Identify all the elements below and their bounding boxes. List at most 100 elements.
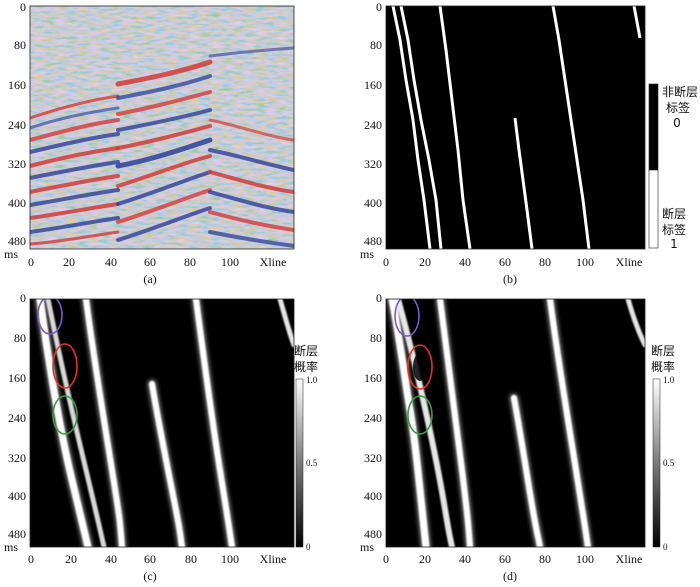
y-tick-label: 240 — [8, 411, 26, 425]
colorbar-tick: 0 — [663, 542, 668, 552]
red-ellipse — [52, 343, 78, 389]
panel-caption-d: (d) — [503, 569, 517, 583]
x-tick-label: 60 — [499, 255, 511, 269]
probability-colorbar-c: 断层 概率 1.0 0.5 0 — [294, 343, 318, 552]
y-axis-c: 0 80 160 240 320 400 480 ms — [4, 291, 26, 554]
y-unit-label: ms — [4, 540, 18, 554]
panel-caption-a: (a) — [143, 272, 156, 286]
y-tick-label: 480 — [364, 527, 382, 541]
colorbar-top-value: 0 — [673, 116, 681, 130]
y-tick-label: 80 — [14, 38, 26, 52]
y-tick-label: 320 — [8, 157, 26, 171]
x-tick-label: 40 — [459, 255, 471, 269]
seismic-section-image — [30, 6, 294, 249]
x-tick-label: 100 — [221, 552, 239, 566]
y-tick-label: 320 — [364, 451, 382, 465]
x-tick-label: 40 — [459, 552, 471, 566]
colorbar-white-segment — [648, 169, 659, 249]
x-tick-label: 40 — [105, 552, 117, 566]
colorbar-tick: 1.0 — [306, 375, 318, 385]
y-tick-label: 240 — [364, 118, 382, 132]
panel-caption-b: (b) — [503, 272, 517, 286]
y-unit-label: ms — [360, 247, 374, 261]
y-tick-label: 80 — [370, 331, 382, 345]
panel-a: 0 80 160 240 320 400 480 ms 0 20 40 60 8… — [4, 0, 295, 286]
panel-b: 0 80 160 240 320 400 480 ms 0 20 40 60 8… — [360, 0, 698, 286]
x-tick-label: 40 — [105, 255, 117, 269]
x-axis-b: 0 20 40 60 80 100 Xline — [383, 255, 642, 269]
x-axis-d: 0 20 40 60 80 100 Xline — [383, 552, 642, 566]
panel-caption-c: (c) — [143, 569, 156, 583]
x-tick-label: 80 — [539, 255, 551, 269]
y-tick-label: 480 — [364, 234, 382, 248]
x-tick-label: 20 — [419, 552, 431, 566]
purple-ellipse — [37, 299, 63, 335]
colorbar-title: 断层 — [294, 343, 318, 358]
x-tick-label: 80 — [539, 552, 551, 566]
y-tick-label: 80 — [370, 38, 382, 52]
y-tick-label: 480 — [8, 234, 26, 248]
y-tick-label: 400 — [8, 489, 26, 503]
y-tick-label: 400 — [8, 196, 26, 210]
y-tick-label: 160 — [364, 371, 382, 385]
probability-colorbar-d: 断层 概率 1.0 0.5 0 — [651, 343, 675, 552]
y-tick-label: 0 — [20, 291, 26, 305]
colorbar-top-label: 非断层 — [662, 84, 698, 99]
x-axis-name: Xline — [260, 255, 287, 269]
highlight-ellipses-d — [394, 299, 433, 435]
colorbar-black-segment — [648, 83, 659, 171]
colorbar-top-label: 标签 — [666, 100, 690, 115]
fault-label-image — [386, 6, 645, 249]
x-tick-label: 60 — [144, 255, 156, 269]
y-unit-label: ms — [4, 247, 18, 261]
x-axis-name: Xline — [260, 552, 287, 566]
y-tick-label: 0 — [376, 0, 382, 14]
colorbar-title: 概率 — [294, 359, 318, 374]
y-tick-label: 160 — [8, 78, 26, 92]
y-tick-label: 240 — [364, 411, 382, 425]
colorbar-bottom-label: 标签 — [662, 222, 686, 237]
x-tick-label: 80 — [185, 552, 197, 566]
colorbar-title: 断层 — [651, 343, 675, 358]
highlight-ellipses-c — [37, 299, 78, 435]
label-colorbar: 非断层 标签 0 断层 标签 1 — [648, 83, 698, 251]
green-ellipse — [52, 395, 78, 435]
x-axis-c: 0 20 40 60 80 100 Xline — [28, 552, 286, 566]
y-axis-d: 0 80 160 240 320 400 480 ms — [360, 291, 382, 554]
probability-image-c — [30, 299, 294, 547]
colorbar-bottom-label: 断层 — [662, 206, 686, 221]
y-unit-label: ms — [360, 540, 374, 554]
y-axis-b: 0 80 160 240 320 400 480 ms — [360, 0, 382, 261]
x-tick-label: 100 — [576, 255, 594, 269]
y-tick-label: 400 — [364, 489, 382, 503]
x-tick-label: 100 — [221, 255, 239, 269]
x-tick-label: 20 — [419, 255, 431, 269]
x-tick-label: 60 — [144, 552, 156, 566]
x-tick-label: 0 — [28, 255, 34, 269]
y-tick-label: 160 — [8, 371, 26, 385]
x-axis-a: 0 20 40 60 80 100 Xline — [28, 255, 286, 269]
y-tick-label: 240 — [8, 118, 26, 132]
y-tick-label: 480 — [8, 527, 26, 541]
x-tick-label: 20 — [63, 255, 75, 269]
colorbar-title: 概率 — [651, 359, 675, 374]
x-tick-label: 20 — [65, 552, 77, 566]
colorbar-tick: 0.5 — [663, 458, 675, 468]
x-tick-label: 60 — [499, 552, 511, 566]
y-tick-label: 320 — [364, 157, 382, 171]
panel-d: 0 80 160 240 320 400 480 ms 0 20 40 60 8… — [360, 291, 675, 583]
y-tick-label: 80 — [14, 331, 26, 345]
x-tick-label: 0 — [28, 552, 34, 566]
colorbar-bottom-value: 1 — [670, 237, 678, 251]
green-ellipse — [407, 395, 433, 435]
y-tick-label: 400 — [364, 196, 382, 210]
x-tick-label: 100 — [576, 552, 594, 566]
x-axis-name: Xline — [616, 255, 643, 269]
x-tick-label: 0 — [383, 552, 389, 566]
colorbar-tick: 0.5 — [306, 458, 318, 468]
x-tick-label: 80 — [184, 255, 196, 269]
y-tick-label: 0 — [20, 0, 26, 14]
x-axis-name: Xline — [616, 552, 643, 566]
